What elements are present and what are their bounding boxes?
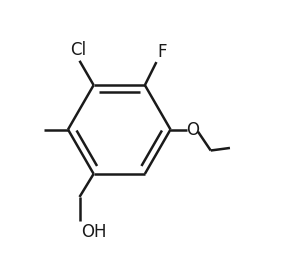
Text: Cl: Cl: [70, 41, 86, 60]
Text: F: F: [158, 43, 167, 61]
Text: OH: OH: [81, 222, 106, 241]
Text: O: O: [186, 120, 199, 139]
